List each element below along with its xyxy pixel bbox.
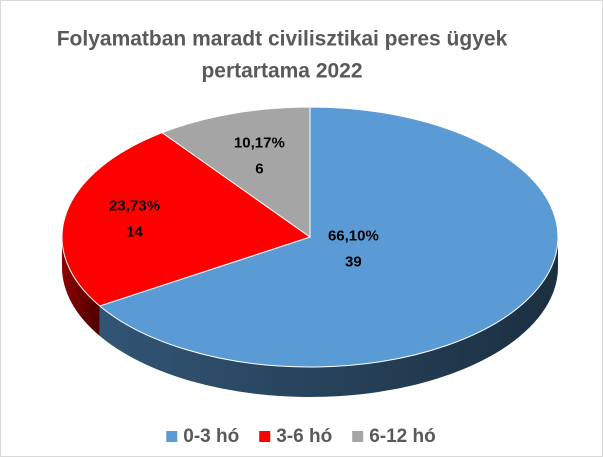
legend-swatch xyxy=(352,431,364,442)
legend-label: 0-3 hó xyxy=(183,426,239,447)
percentage-label: 66,10% xyxy=(328,228,379,245)
legend-item: 3-6 hó xyxy=(259,426,332,447)
chart-title: Folyamatban maradt civilisztikai peres ü… xyxy=(57,28,508,51)
slice xyxy=(61,132,312,307)
slice xyxy=(98,106,559,368)
value-label: 6 xyxy=(255,161,263,178)
legend-label: 6-12 hó xyxy=(369,426,436,447)
value-label: 39 xyxy=(345,254,362,271)
value-label: 14 xyxy=(126,224,143,241)
percentage-label: 23,73% xyxy=(109,198,160,215)
legend-item: 6-12 hó xyxy=(352,426,436,447)
slice xyxy=(161,106,311,238)
percentage-label: 10,17% xyxy=(234,135,285,152)
chart-subtitle: pertartama 2022 xyxy=(201,60,362,83)
legend-swatch xyxy=(259,431,271,442)
legend-item: 0-3 hó xyxy=(166,426,239,447)
slice-side xyxy=(62,237,100,336)
legend-label: 3-6 hó xyxy=(276,426,332,447)
legend-swatch xyxy=(166,431,178,442)
